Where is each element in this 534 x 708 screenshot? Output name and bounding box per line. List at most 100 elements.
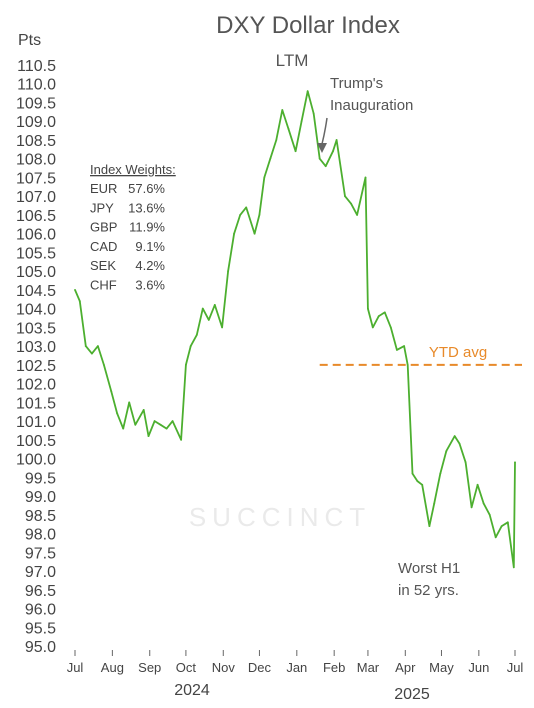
data-point <box>416 480 419 482</box>
data-point <box>367 307 369 310</box>
data-point <box>122 427 125 430</box>
data-point <box>364 176 367 179</box>
data-point <box>263 176 266 179</box>
inauguration-arrow <box>321 117 328 145</box>
data-point <box>332 150 334 153</box>
x-axis-ticks: Jul Aug Sep Oct Nov Dec Jan Feb Mar Apr May Jun Jul <box>67 650 524 675</box>
y-tick-label: 101.5 <box>16 395 56 412</box>
y-tick-label: 97.5 <box>25 545 56 562</box>
data-point <box>428 525 431 527</box>
x-tick-label: May <box>429 660 454 675</box>
data-point <box>159 423 162 426</box>
data-point <box>110 390 113 392</box>
y-tick-label: 104.5 <box>16 283 56 300</box>
data-point <box>213 304 216 306</box>
y-tick-label: 107.0 <box>16 189 56 206</box>
data-point <box>281 109 284 111</box>
data-point <box>245 206 248 209</box>
data-point <box>171 420 174 422</box>
data-point <box>458 442 461 445</box>
weight-currency: JPY <box>90 200 114 215</box>
data-point <box>275 139 278 141</box>
weights-box: Index Weights: EUR 57.6% JPY 13.6% GBP 11.9% C… <box>90 162 176 293</box>
data-point <box>470 506 473 509</box>
y-tick-label: 95.5 <box>25 620 56 637</box>
data-point <box>142 409 145 411</box>
data-point <box>377 315 380 317</box>
arrow-head-icon <box>317 143 327 153</box>
ytd-avg-label: YTD avg <box>429 344 487 361</box>
data-point <box>74 289 76 291</box>
y-tick-label: 109.0 <box>16 114 56 131</box>
x-tick-label: Jul <box>507 660 524 675</box>
data-point <box>78 300 81 302</box>
data-point <box>421 483 424 486</box>
data-point <box>464 461 467 464</box>
data-point <box>500 525 503 527</box>
data-point <box>227 270 230 273</box>
y-tick-label: 108.5 <box>16 133 56 150</box>
x-tick-label: Nov <box>212 660 236 675</box>
weight-percent: 13.6% <box>128 200 165 215</box>
data-point <box>350 202 352 205</box>
y-tick-label: 97.0 <box>25 564 56 581</box>
data-point <box>494 536 497 539</box>
data-point <box>403 345 405 347</box>
data-point <box>147 435 150 437</box>
y-tick-label: 103.0 <box>16 339 56 356</box>
weight-percent: 4.2% <box>135 258 165 273</box>
y-tick-label: 104.0 <box>16 302 56 319</box>
data-point <box>221 326 224 329</box>
y-axis-ticks: 95.0 95.596.0 96.5 97.0 97.598.0 98.5 99.0 99.5… <box>16 58 56 656</box>
y-tick-label: 103.5 <box>16 320 56 337</box>
data-point <box>344 195 346 198</box>
data-point <box>445 450 448 452</box>
y-tick-label: 96.0 <box>25 602 56 619</box>
inauguration-text-2: Inauguration <box>330 97 413 114</box>
data-point <box>97 345 99 347</box>
worst-text-1: Worst H1 <box>398 560 460 577</box>
data-point <box>165 427 168 430</box>
chart-title: DXY Dollar Index <box>216 12 400 39</box>
x-tick-label: Feb <box>323 660 345 675</box>
data-point <box>356 214 358 216</box>
y-tick-label: 105.5 <box>16 245 56 262</box>
data-point <box>287 127 290 130</box>
y-tick-label: 101.0 <box>16 414 56 431</box>
ytd-avg-group: YTD avg <box>319 344 522 366</box>
x-tick-label: Aug <box>101 660 124 675</box>
data-point <box>371 326 374 329</box>
y-axis-unit: Pts <box>18 32 41 49</box>
data-point <box>324 165 327 168</box>
data-point <box>453 435 456 437</box>
weight-percent: 3.6% <box>135 278 165 293</box>
y-tick-label: 95.0 <box>25 639 56 656</box>
y-tick-label: 99.0 <box>25 489 56 506</box>
y-tick-label: 102.0 <box>16 377 56 394</box>
x-tick-label: Dec <box>248 660 272 675</box>
data-point <box>306 90 309 93</box>
data-point <box>335 139 338 141</box>
data-point <box>103 364 105 366</box>
data-point <box>153 420 156 422</box>
series-points <box>74 90 516 569</box>
y-tick-label: 106.0 <box>16 227 56 244</box>
x-tick-label: Jul <box>67 660 84 675</box>
data-point <box>396 349 398 351</box>
data-point <box>233 232 236 235</box>
y-tick-label: 106.5 <box>16 208 56 225</box>
weight-currency: CAD <box>90 239 117 254</box>
y-tick-label: 110.0 <box>17 77 56 94</box>
year-label-2024: 2024 <box>174 682 210 699</box>
data-point <box>269 157 272 160</box>
data-point <box>318 157 321 160</box>
weights-heading: Index Weights: <box>90 162 176 177</box>
data-point <box>488 513 491 516</box>
data-point <box>239 214 242 216</box>
y-tick-label: 110.5 <box>17 58 56 75</box>
data-point <box>185 364 187 366</box>
data-point <box>258 214 261 216</box>
y-tick-label: 108.0 <box>16 152 56 169</box>
